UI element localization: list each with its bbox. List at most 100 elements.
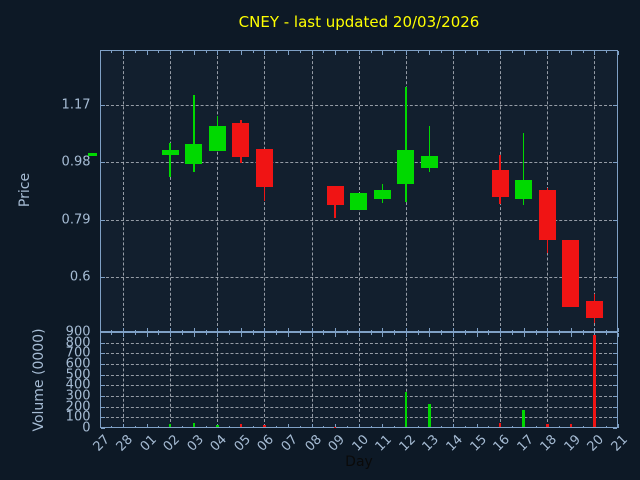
volume-tick-label: 500: [65, 367, 91, 383]
volume-bar: [546, 423, 549, 427]
x-tick-mark: [111, 330, 113, 332]
x-tick-mark: [323, 426, 325, 428]
x-tick-mark: [335, 328, 337, 332]
x-tick-mark: [146, 424, 148, 428]
x-tick-mark: [181, 51, 183, 53]
x-tick-mark: [134, 333, 136, 335]
x-tick-mark: [500, 333, 502, 337]
x-tick-mark: [134, 330, 136, 332]
volume-tick-mark: [100, 417, 105, 419]
x-tick-mark: [429, 333, 431, 337]
x-tick-mark: [582, 426, 584, 428]
volume-tick-mark: [613, 417, 617, 419]
x-tick-mark: [252, 330, 254, 332]
candle-body: [87, 153, 97, 157]
x-tick-mark: [429, 51, 431, 55]
x-tick-mark: [146, 333, 148, 337]
candle-body: [420, 155, 438, 168]
x-tick-mark: [394, 330, 396, 332]
gridline-vertical: [453, 333, 455, 427]
volume-bar: [168, 423, 172, 427]
x-tick-mark: [299, 333, 301, 335]
volume-tick-label: 700: [65, 345, 91, 361]
x-tick-mark: [594, 328, 596, 332]
x-tick-mark: [606, 333, 608, 335]
x-tick-mark: [170, 51, 172, 55]
volume-tick-label: 300: [65, 388, 91, 404]
gridline-vertical: [358, 51, 360, 331]
x-tick-mark: [240, 51, 242, 55]
x-tick-mark: [535, 333, 537, 335]
volume-tick-label: 100: [65, 409, 91, 425]
candle-wick: [193, 95, 195, 172]
x-tick-mark: [346, 51, 348, 53]
x-tick-mark: [288, 51, 290, 55]
x-tick-mark: [205, 426, 207, 428]
x-tick-mark: [511, 333, 513, 335]
x-tick-mark: [311, 51, 313, 55]
x-tick-mark: [582, 330, 584, 332]
candle-body: [350, 192, 368, 210]
x-tick-label: 09: [325, 432, 349, 455]
gridline-vertical: [500, 333, 502, 427]
price-axis-label: Price: [17, 172, 33, 208]
gridline-vertical: [547, 333, 549, 427]
x-tick-mark: [559, 333, 561, 335]
x-tick-mark: [264, 51, 266, 55]
x-tick-mark: [181, 426, 183, 428]
volume-bar: [593, 335, 596, 427]
x-tick-mark: [311, 328, 313, 332]
volume-tick-mark: [100, 385, 105, 387]
volume-bar: [239, 424, 243, 427]
x-tick-label: 18: [537, 432, 561, 455]
x-tick-mark: [276, 333, 278, 335]
x-tick-mark: [229, 330, 231, 332]
x-tick-label: 20: [585, 432, 608, 455]
x-tick-mark: [229, 51, 231, 53]
x-tick-mark: [146, 51, 148, 55]
x-tick-mark: [99, 328, 101, 332]
volume-tick-mark: [613, 332, 617, 333]
volume-tick-label: 800: [65, 335, 91, 351]
price-tick-mark: [100, 105, 105, 107]
x-tick-label: 06: [255, 432, 278, 455]
x-tick-mark: [429, 328, 431, 332]
x-tick-mark: [453, 424, 455, 428]
x-tick-mark: [146, 328, 148, 332]
x-tick-mark: [252, 426, 254, 428]
x-tick-mark: [193, 51, 195, 55]
x-tick-mark: [382, 424, 384, 428]
x-tick-mark: [370, 333, 372, 335]
x-tick-label: 27: [90, 432, 113, 455]
x-tick-mark: [370, 51, 372, 53]
volume-bar: [569, 424, 573, 427]
x-tick-mark: [323, 51, 325, 53]
candle-wick: [169, 142, 171, 178]
gridline-vertical: [264, 333, 266, 427]
x-tick-mark: [570, 328, 572, 332]
x-tick-mark: [464, 333, 466, 335]
candle-body: [373, 189, 391, 199]
x-tick-mark: [594, 333, 596, 337]
x-tick-mark: [582, 51, 584, 53]
x-tick-mark: [299, 330, 301, 332]
volume-tick-mark: [613, 342, 617, 344]
candle-body: [185, 143, 203, 164]
x-tick-label: 05: [231, 432, 254, 455]
x-tick-mark: [217, 333, 219, 337]
x-tick-mark: [606, 330, 608, 332]
candle-body: [538, 190, 556, 240]
x-tick-mark: [111, 426, 113, 428]
x-tick-label: 07: [278, 432, 301, 455]
x-tick-mark: [464, 330, 466, 332]
x-tick-mark: [170, 328, 172, 332]
x-tick-mark: [441, 51, 443, 53]
x-tick-mark: [240, 333, 242, 337]
candle-body: [585, 301, 603, 318]
volume-tick-mark: [100, 374, 105, 376]
x-tick-mark: [276, 426, 278, 428]
x-tick-mark: [606, 51, 608, 53]
x-tick-mark: [405, 328, 407, 332]
price-tick-mark: [613, 162, 617, 164]
